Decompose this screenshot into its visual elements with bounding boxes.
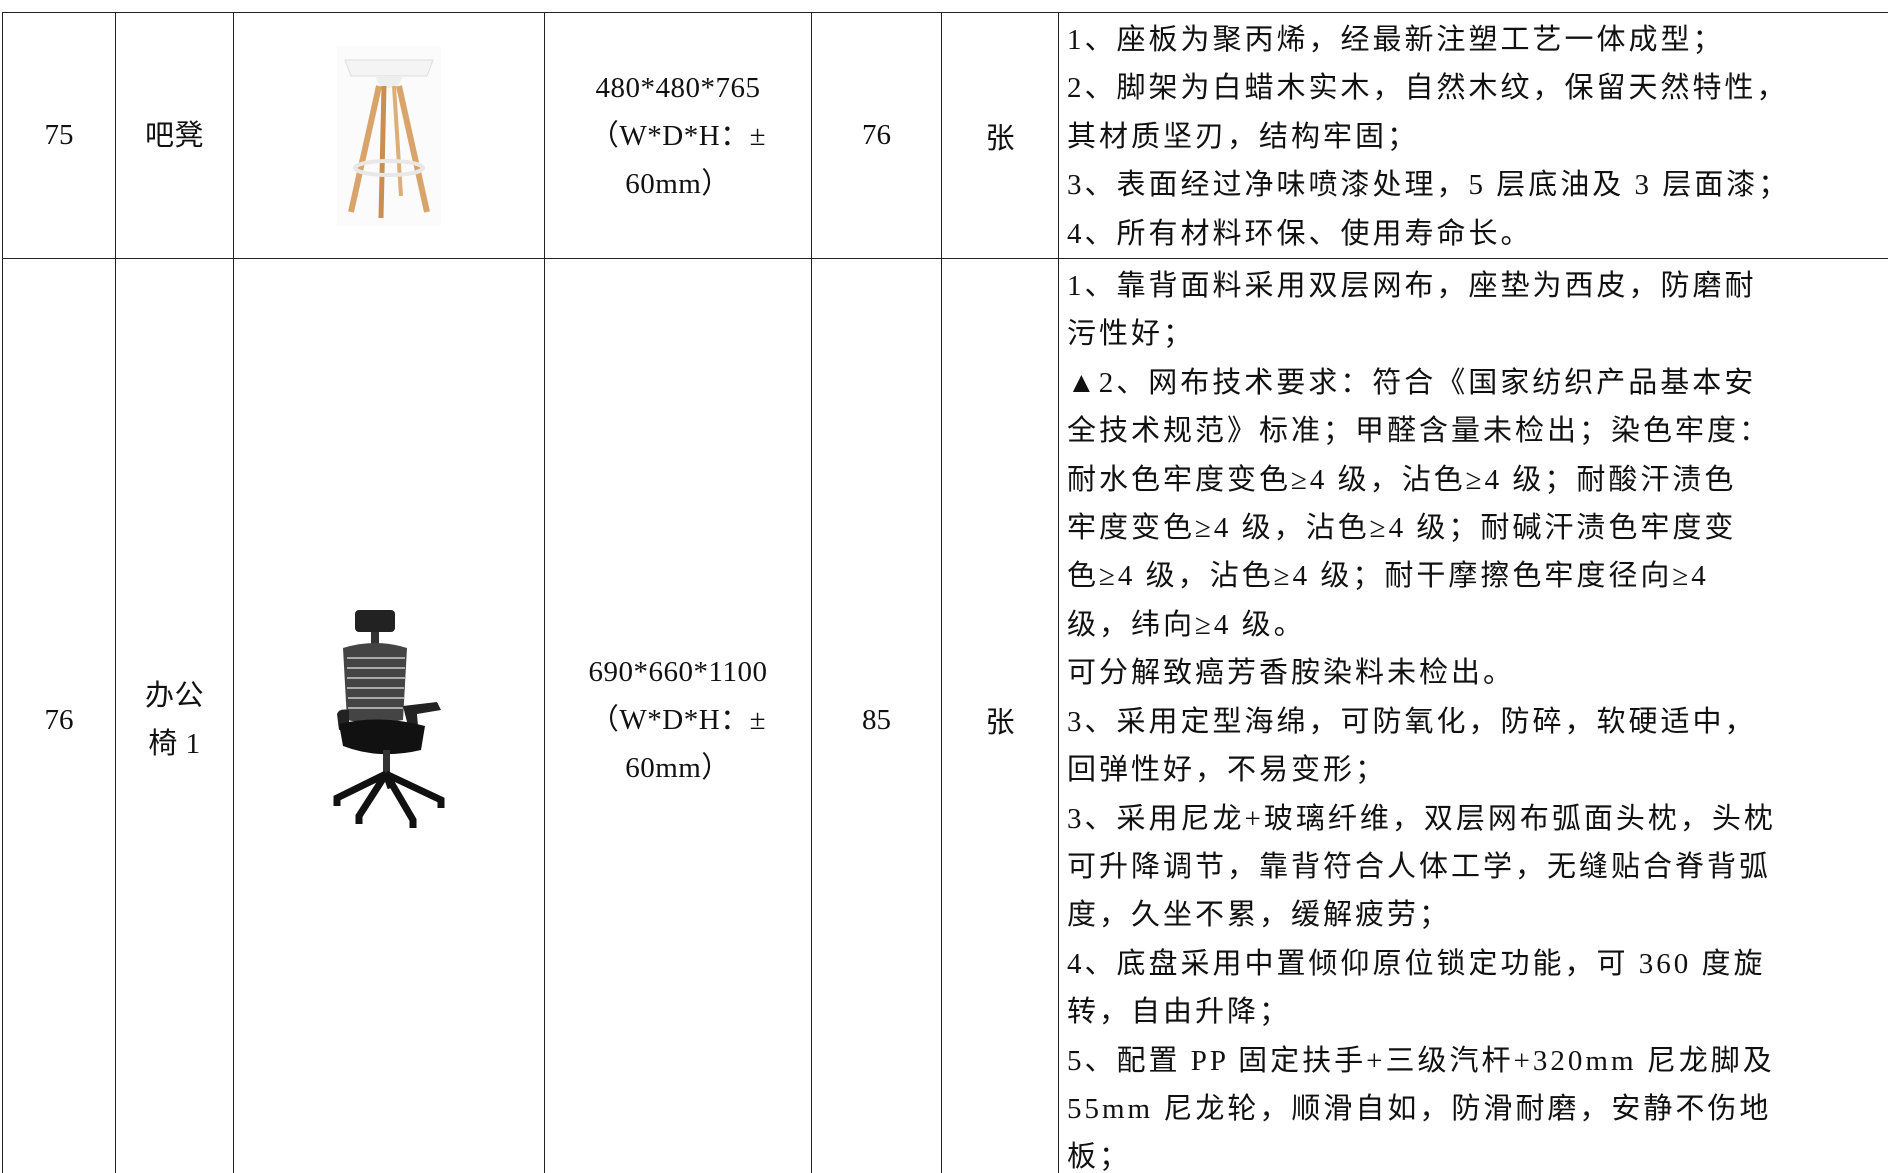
office-chair-image: [333, 610, 445, 829]
table-row: 75 吧凳 480*480*765 （W*D*H：± 60mm） 76 张 1、座板为聚丙烯…: [2, 12, 1888, 260]
description-line: 3、表面经过净味喷漆处理，5 层底油及 3 层面漆；: [1067, 169, 1791, 202]
description-line: 度，久坐不累，缓解疲劳；: [1067, 899, 1452, 932]
item-size-line: 480*480*765: [595, 71, 761, 104]
description-line: 色≥4 级，沾色≥4 级；耐干摩擦色牢度径向≥4: [1067, 560, 1709, 593]
item-number: 76: [2, 258, 116, 1173]
item-name-line: 吧凳: [144, 119, 204, 152]
description-line: 3、采用定型海绵，可防氧化，防碎，软硬适中，: [1067, 705, 1757, 738]
product-table: 75 吧凳 480*480*765 （W*D*H：± 60mm） 76 张 1、座板为聚丙烯…: [2, 12, 1888, 1173]
item-image-cell: [233, 258, 545, 1173]
item-size-line: （W*D*H：±: [589, 119, 767, 152]
description-line: 其材质坚刃，结构牢固；: [1067, 120, 1420, 153]
description-line: 污性好；: [1067, 318, 1196, 351]
description-line: 可分解致癌芳香胺染料未检出。: [1067, 657, 1516, 690]
item-size: 480*480*765 （W*D*H：± 60mm）: [544, 12, 812, 260]
item-description: 1、座板为聚丙烯，经最新注塑工艺一体成型； 2、脚架为白蜡木实木，自然木纹，保留天…: [1058, 12, 1888, 260]
item-unit: 张: [941, 12, 1059, 260]
item-size-line: 60mm）: [625, 167, 731, 200]
item-name: 办公椅 1: [115, 258, 234, 1173]
item-number: 75: [2, 12, 116, 260]
description-line: 板；: [1067, 1141, 1132, 1173]
item-name-line: 椅 1: [148, 728, 201, 761]
description-line: 转，自由升降；: [1067, 996, 1292, 1029]
item-size-line: 60mm）: [625, 752, 731, 785]
description-line: ▲2、网布技术要求：符合《国家纺织产品基本安: [1067, 366, 1757, 399]
bar-stool-image: [337, 45, 441, 226]
description-line: 1、座板为聚丙烯，经最新注塑工艺一体成型；: [1067, 24, 1725, 56]
description-line: 2、脚架为白蜡木实木，自然木纹，保留天然特性，: [1067, 72, 1789, 105]
description-line: 3、采用尼龙+玻璃纤维，双层网布弧面头枕，头枕: [1067, 802, 1776, 835]
item-quantity: 85: [811, 258, 942, 1173]
item-name-line: 办公: [144, 680, 204, 713]
description-line: 回弹性好，不易变形；: [1067, 754, 1388, 787]
item-size-line: 690*660*1100: [588, 656, 768, 689]
description-line: 可升降调节，靠背符合人体工学，无缝贴合脊背弧: [1067, 850, 1772, 883]
description-line: 5、配置 PP 固定扶手+三级汽杆+320mm 尼龙脚及: [1067, 1044, 1775, 1077]
item-description: 1、靠背面料采用双层网布，座垫为西皮，防磨耐 污性好； ▲2、网布技术要求：符合《国…: [1058, 258, 1888, 1173]
item-size-line: （W*D*H：±: [589, 704, 767, 737]
description-line: 级，纬向≥4 级。: [1067, 608, 1306, 641]
item-quantity: 76: [811, 12, 942, 260]
description-line: 耐水色牢度变色≥4 级，沾色≥4 级；耐酸汗渍色: [1067, 463, 1737, 496]
description-line: 牢度变色≥4 级，沾色≥4 级；耐碱汗渍色牢度变: [1067, 512, 1737, 545]
description-line: 4、所有材料环保、使用寿命长。: [1067, 217, 1533, 250]
description-line: 55mm 尼龙轮，顺滑自如，防滑耐磨，安静不伤地: [1067, 1092, 1772, 1125]
item-image-cell: [233, 12, 545, 260]
item-size: 690*660*1100 （W*D*H：± 60mm）: [544, 258, 812, 1173]
description-line: 全技术规范》标准；甲醛含量未检出；染色牢度：: [1067, 415, 1772, 448]
description-line: 4、底盘采用中置倾仰原位锁定功能，可 360 度旋: [1067, 947, 1766, 980]
description-line: 1、靠背面料采用双层网布，座垫为西皮，防磨耐: [1067, 270, 1757, 303]
table-row: 76 办公椅 1 690*660*1100 （W*D*H：± 60mm） 85 张 1、靠背…: [2, 258, 1888, 1173]
table-body: 75 吧凳 480*480*765 （W*D*H：± 60mm） 76 张 1、座板为聚丙烯…: [2, 12, 1888, 1173]
item-unit: 张: [941, 258, 1059, 1173]
spec-sheet: 75 吧凳 480*480*765 （W*D*H：± 60mm） 76 张 1、座板为聚丙烯…: [2, 12, 1888, 1173]
item-name: 吧凳: [115, 12, 234, 260]
